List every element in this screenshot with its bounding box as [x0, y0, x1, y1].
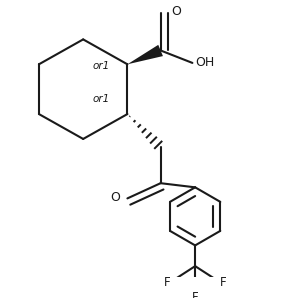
Text: or1: or1	[93, 94, 110, 104]
Text: F: F	[164, 276, 171, 289]
Polygon shape	[127, 45, 163, 64]
Text: or1: or1	[93, 61, 110, 71]
Text: O: O	[111, 190, 120, 204]
Text: O: O	[172, 5, 181, 18]
Text: OH: OH	[195, 56, 214, 69]
Text: F: F	[219, 276, 226, 289]
Text: F: F	[192, 291, 198, 298]
